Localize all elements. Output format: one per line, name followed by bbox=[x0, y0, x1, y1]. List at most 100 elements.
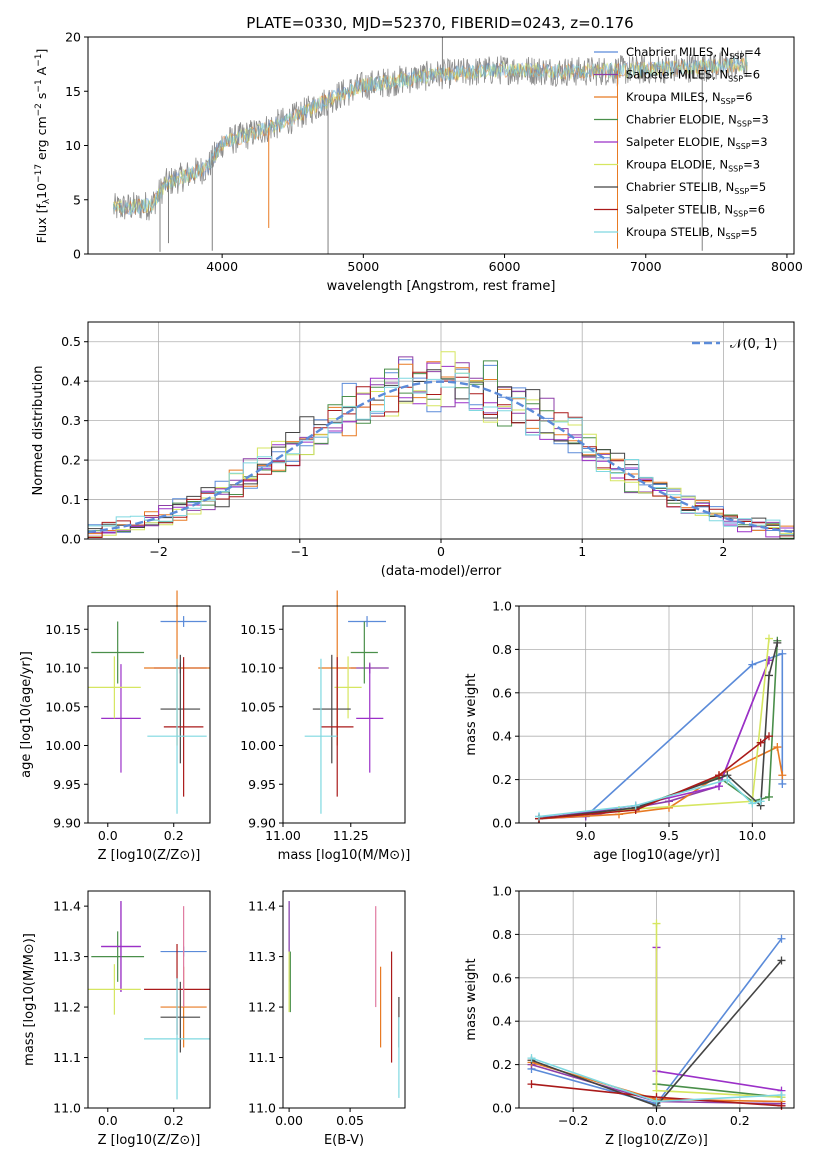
y-tick-label: 0.0 bbox=[61, 532, 81, 547]
y-tick-label: 11.2 bbox=[248, 1000, 276, 1015]
weight-marker bbox=[748, 660, 757, 669]
y-tick-label: 11.0 bbox=[53, 1101, 81, 1116]
weight-marker bbox=[777, 956, 786, 965]
legend-item: Chabrier MILES, NSSP=4 bbox=[626, 45, 761, 61]
y-tick-label: 0.1 bbox=[61, 492, 81, 507]
x-tick-label: 0.0 bbox=[98, 828, 118, 843]
y-label-part: s bbox=[34, 93, 49, 104]
weight-marker bbox=[765, 732, 773, 741]
panel-weight_vs_Z: −0.2 0.0 0.2 0.0 0.2 0.4 0.6 0.8 1.0 Z [log10(Z/Z… bbox=[464, 884, 795, 1148]
x-tick-label: 2 bbox=[719, 544, 727, 559]
y-tick-label: 11.2 bbox=[53, 1000, 81, 1015]
weight-marker bbox=[778, 649, 787, 658]
legend-sub: SSP bbox=[733, 210, 748, 219]
weight-marker bbox=[765, 792, 773, 801]
x-tick-label: 5000 bbox=[347, 259, 379, 274]
weight-marker bbox=[765, 634, 773, 643]
y-label-part: 10 bbox=[34, 183, 49, 199]
legend-n: =6 bbox=[743, 68, 760, 82]
panel-residuals: 𝒩(0, 1) −2 −1 0 1 2 0.0 0.1 0.2 0.3 0.4 0.5 (data-mo… bbox=[31, 321, 795, 579]
y-tick-label: 1.0 bbox=[492, 884, 512, 899]
x-axis-label: mass [log10(M/M⊙)] bbox=[278, 848, 411, 863]
weight-marker bbox=[778, 779, 787, 788]
x-tick-label: 9.5 bbox=[659, 828, 679, 843]
legend-item: Kroupa MILES, NSSP=6 bbox=[626, 90, 752, 106]
plot-area: 𝒩(0, 1) bbox=[87, 337, 795, 539]
legend-label: Kroupa STELIB, N bbox=[626, 225, 726, 239]
y-axis-label: Normed distribution bbox=[31, 366, 46, 496]
y-tick-label: 9.90 bbox=[248, 816, 276, 831]
y-tick-label: 0.5 bbox=[61, 334, 81, 349]
y-axis-label: mass weight bbox=[464, 673, 479, 755]
legend-n: =6 bbox=[736, 90, 753, 104]
weight-marker bbox=[715, 782, 723, 791]
y-tick-label: 0.4 bbox=[492, 1014, 512, 1029]
legend-sub: SSP bbox=[729, 52, 744, 61]
x-tick-label: 7000 bbox=[630, 259, 662, 274]
legend-sub: SSP bbox=[736, 142, 751, 151]
y-label-part: A bbox=[34, 66, 49, 79]
y-tick-label: 0.0 bbox=[492, 1101, 512, 1116]
x-tick-label: 0.0 bbox=[647, 1113, 667, 1128]
legend-sub: SSP bbox=[728, 165, 743, 174]
y-tick-label: 0.8 bbox=[492, 927, 512, 942]
y-tick-label: 9.90 bbox=[53, 816, 81, 831]
weight-marker bbox=[765, 671, 773, 680]
y-tick-label: 0.3 bbox=[61, 413, 81, 428]
y-tick-label: 10.00 bbox=[240, 738, 276, 753]
axes: 11.00 11.25 9.90 9.95 10.00 10.05 10.10 10.15 ma… bbox=[240, 605, 411, 863]
weight-line bbox=[538, 638, 770, 820]
legend-label: Salpeter MILES, N bbox=[626, 68, 728, 82]
weight-line bbox=[655, 923, 782, 1098]
legend-label: Chabrier MILES, N bbox=[626, 45, 729, 59]
y-tick-label: 0.6 bbox=[492, 685, 512, 700]
y-label-part: erg cm bbox=[34, 116, 49, 164]
weight-line bbox=[538, 642, 779, 820]
legend-item: Salpeter MILES, NSSP=6 bbox=[626, 68, 760, 84]
y-tick-label: 11.4 bbox=[53, 899, 81, 914]
weight-marker bbox=[777, 934, 786, 943]
weight-line bbox=[538, 660, 770, 820]
x-axis-label: Z [log10(Z/Z⊙)] bbox=[98, 848, 201, 863]
x-axis-label: age [log10(age/yr)] bbox=[593, 848, 720, 863]
y-tick-label: 10.10 bbox=[45, 661, 81, 676]
weight-marker bbox=[756, 738, 765, 747]
y-tick-label: 11.1 bbox=[53, 1050, 81, 1065]
weight-marker bbox=[715, 771, 723, 780]
y-tick-label: 9.95 bbox=[53, 777, 81, 792]
legend-sub: SSP bbox=[737, 120, 752, 129]
y-tick-label: 10.15 bbox=[240, 622, 276, 637]
legend-label: Kroupa ELODIE, N bbox=[626, 158, 728, 172]
weight-marker bbox=[777, 1090, 786, 1099]
panel-age_vs_Z: 0.0 0.2 9.90 9.95 10.00 10.05 10.10 10.15 Z [log… bbox=[19, 590, 211, 863]
y-tick-label: 11.0 bbox=[248, 1101, 276, 1116]
weight-line bbox=[655, 947, 782, 1092]
x-tick-label: 1 bbox=[578, 544, 586, 559]
y-tick-label: 0 bbox=[73, 247, 81, 262]
weight-marker bbox=[665, 803, 673, 812]
plot-panels: Flux [fλ10−17 erg cm−2 s−1 A−1] Chabrier … bbox=[19, 30, 803, 1149]
weight-line bbox=[538, 660, 770, 820]
y-tick-label: 9.95 bbox=[248, 777, 276, 792]
x-tick-label: 9.0 bbox=[576, 828, 596, 843]
legend-item: Kroupa ELODIE, NSSP=3 bbox=[626, 158, 760, 174]
axes: −0.2 0.0 0.2 0.0 0.2 0.4 0.6 0.8 1.0 Z [log10(Z/Z… bbox=[464, 884, 795, 1148]
plot-area bbox=[88, 901, 210, 1100]
y-label-part: −2 bbox=[34, 103, 44, 116]
axes: 0.00 0.05 11.0 11.1 11.2 11.3 11.4 E(B-V) bbox=[248, 890, 406, 1148]
plot-area bbox=[535, 634, 787, 823]
y-tick-label: 10.05 bbox=[45, 699, 81, 714]
axes: 4000 5000 6000 7000 8000 0 5 10 15 20 wavelength [… bbox=[65, 30, 803, 295]
y-label-part: −17 bbox=[34, 164, 44, 183]
panel-spectrum: Flux [fλ10−17 erg cm−2 s−1 A−1] Chabrier … bbox=[34, 30, 803, 295]
panel-weight_vs_age: 9.0 9.5 10.0 0.0 0.2 0.4 0.6 0.8 1.0 age [log10(a… bbox=[464, 599, 795, 863]
y-tick-label: 0.4 bbox=[61, 374, 81, 389]
axes: 0.0 0.2 11.0 11.1 11.2 11.3 11.4 Z [log10(Z/Z⊙)… bbox=[22, 890, 211, 1148]
y-tick-label: 0.6 bbox=[492, 970, 512, 985]
x-tick-label: 8000 bbox=[771, 259, 803, 274]
y-tick-label: 0.8 bbox=[492, 642, 512, 657]
spectrum-kroupa-stelib bbox=[112, 56, 748, 216]
weight-marker bbox=[773, 638, 782, 647]
y-tick-label: 10.00 bbox=[45, 738, 81, 753]
